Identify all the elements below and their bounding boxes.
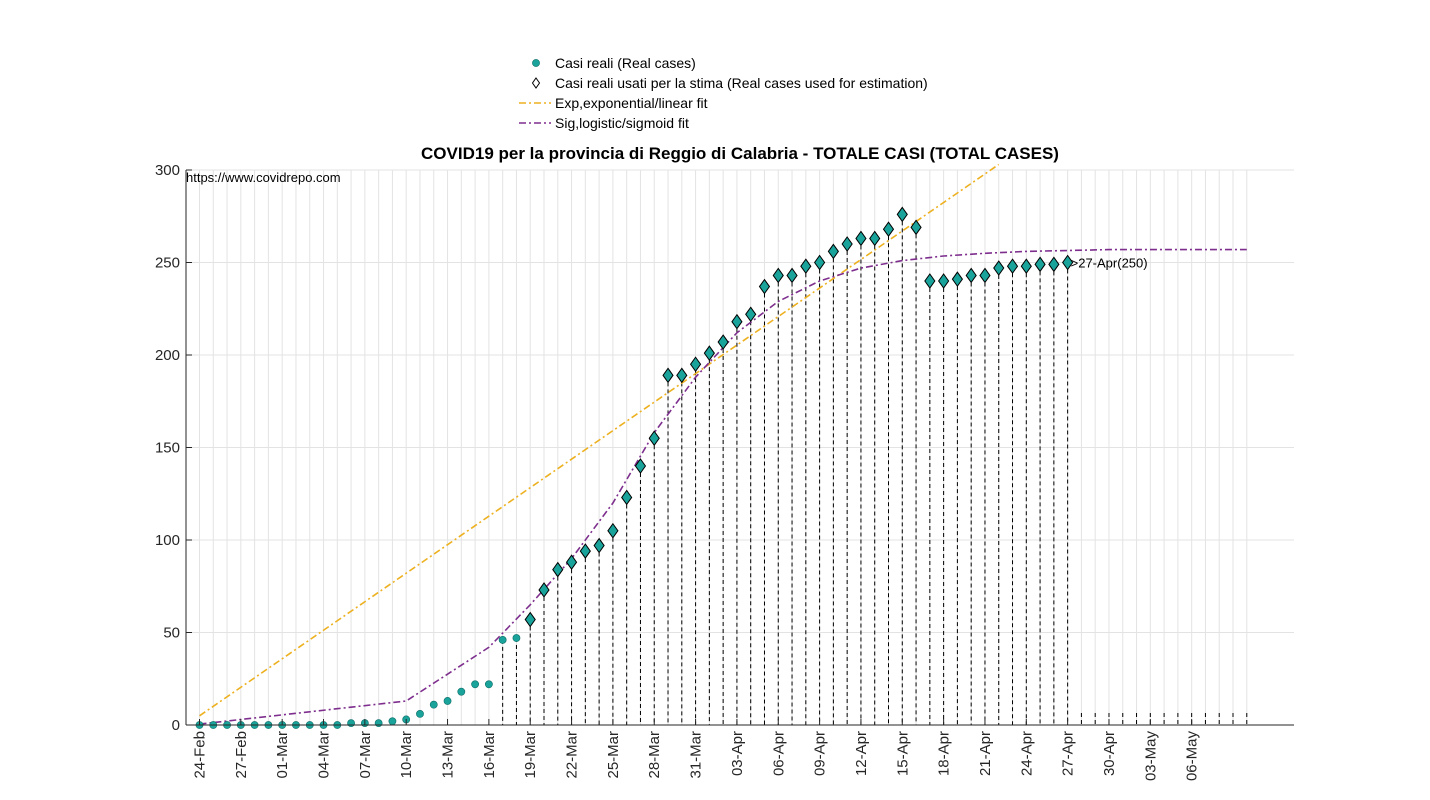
x-tick-label: 19-Mar xyxy=(522,731,539,779)
diamond-point xyxy=(896,206,908,223)
diamond-point xyxy=(951,271,964,288)
x-tick-label: 30-Apr xyxy=(1101,731,1118,776)
x-tick-label: 24-Feb xyxy=(192,731,209,779)
diamond-point xyxy=(538,582,550,598)
diamond-point xyxy=(965,267,977,284)
data-point xyxy=(388,717,397,726)
data-point xyxy=(443,697,452,705)
x-tick-label: 03-May xyxy=(1142,731,1159,782)
data-point xyxy=(347,719,355,728)
legend-label: Casi reali usati per la stima (Real case… xyxy=(555,75,928,91)
diamond-point xyxy=(772,267,784,284)
x-tick-label: 09-Apr xyxy=(812,731,829,776)
diamond-point xyxy=(621,489,633,506)
x-tick-label: 12-Apr xyxy=(853,731,870,776)
diamond-point xyxy=(979,267,991,284)
diamond-point xyxy=(924,273,936,289)
x-tick-label: 07-Mar xyxy=(357,731,374,779)
diamond-point xyxy=(662,367,674,384)
data-point xyxy=(512,634,521,642)
legend-label: Casi reali (Real cases) xyxy=(555,55,696,71)
legend-marker-real xyxy=(532,59,540,67)
data-point xyxy=(416,710,424,718)
diamond-point xyxy=(676,367,688,384)
x-tick-label: 13-Mar xyxy=(440,731,457,779)
y-tick-label: 200 xyxy=(155,347,180,364)
axes: 0 50 100 150 200 250 300 24-Feb 27-Feb 01-Mar 04-M… xyxy=(155,162,1294,781)
x-tick-label: 16-Mar xyxy=(481,731,498,779)
y-tick-label: 100 xyxy=(155,532,180,549)
chart-title: COVID19 per la provincia di Reggio di Ca… xyxy=(421,144,1059,163)
data-point xyxy=(498,636,507,644)
stems xyxy=(502,214,1248,725)
diamond-point xyxy=(552,561,564,578)
diamond-point xyxy=(689,356,702,373)
legend: Casi reali (Real cases) Casi reali usati … xyxy=(519,55,928,131)
x-tick-label: 24-Apr xyxy=(1018,731,1035,776)
x-tick-label: 25-Mar xyxy=(605,731,622,779)
diamond-point xyxy=(1062,254,1074,271)
diamond-point xyxy=(648,430,660,447)
diamond-point xyxy=(731,313,743,330)
legend-label: Sig,logistic/sigmoid fit xyxy=(555,115,689,131)
data-point xyxy=(374,719,383,728)
diamond-point xyxy=(758,278,771,295)
y-tick-label: 300 xyxy=(155,162,180,179)
diamond-point xyxy=(579,543,591,559)
diamond-point xyxy=(993,260,1005,276)
data-point xyxy=(484,680,493,689)
diamond-point xyxy=(1006,258,1019,275)
diamond-point xyxy=(827,243,839,260)
diamond-point xyxy=(703,345,715,362)
x-tick-label: 04-Mar xyxy=(316,731,333,779)
x-tick-label: 22-Mar xyxy=(564,731,581,779)
diamond-point xyxy=(855,230,867,247)
diamond-point xyxy=(869,230,881,247)
x-tick-label: 27-Apr xyxy=(1060,731,1077,776)
diamond-point xyxy=(607,522,619,539)
diamond-point xyxy=(745,306,757,323)
last-point-annotation: >27-Apr(250) xyxy=(1071,256,1148,271)
data-point xyxy=(429,700,438,709)
y-tick-label: 0 xyxy=(172,717,180,734)
x-tick-label: 03-Apr xyxy=(729,731,746,776)
x-tick-label: 10-Mar xyxy=(398,731,415,779)
x-tick-label: 06-Apr xyxy=(770,731,787,776)
linear-fit-line xyxy=(199,163,1000,717)
data-points xyxy=(195,206,1074,729)
diamond-point xyxy=(634,458,647,474)
x-tick-label: 28-Mar xyxy=(646,731,663,779)
x-tick-label: 15-Apr xyxy=(894,731,911,776)
y-tick-label: 250 xyxy=(155,255,180,272)
diamond-point xyxy=(524,611,536,628)
x-tick-label: 27-Feb xyxy=(233,731,250,779)
diamond-point xyxy=(717,334,729,350)
diamond-point xyxy=(786,267,798,284)
x-tick-label: 21-Apr xyxy=(977,731,994,776)
legend-label: Exp,exponential/linear fit xyxy=(555,95,708,111)
x-tick-label: 31-Mar xyxy=(688,731,705,779)
diamond-point xyxy=(565,554,578,571)
y-tick-label: 150 xyxy=(155,440,180,457)
x-tick-label: 18-Apr xyxy=(936,731,953,776)
diamond-point xyxy=(910,219,922,236)
y-tick-label: 50 xyxy=(163,625,180,642)
diamond-point xyxy=(1034,256,1046,273)
watermark-url: https://www.covidrepo.com xyxy=(186,170,341,185)
diamond-point xyxy=(882,221,895,238)
grid xyxy=(186,169,1294,726)
x-tick-label: 06-May xyxy=(1184,731,1201,782)
legend-marker-diamond xyxy=(531,77,541,89)
data-point xyxy=(457,687,466,696)
diamond-point xyxy=(813,254,826,271)
diamond-point xyxy=(841,236,853,252)
diamond-point xyxy=(1020,258,1032,275)
diamond-point xyxy=(800,258,812,275)
data-point xyxy=(471,680,479,689)
diamond-point xyxy=(1048,256,1060,273)
diamond-point xyxy=(593,537,605,554)
x-tick-label: 01-Mar xyxy=(274,731,291,779)
diamond-point xyxy=(938,273,950,289)
